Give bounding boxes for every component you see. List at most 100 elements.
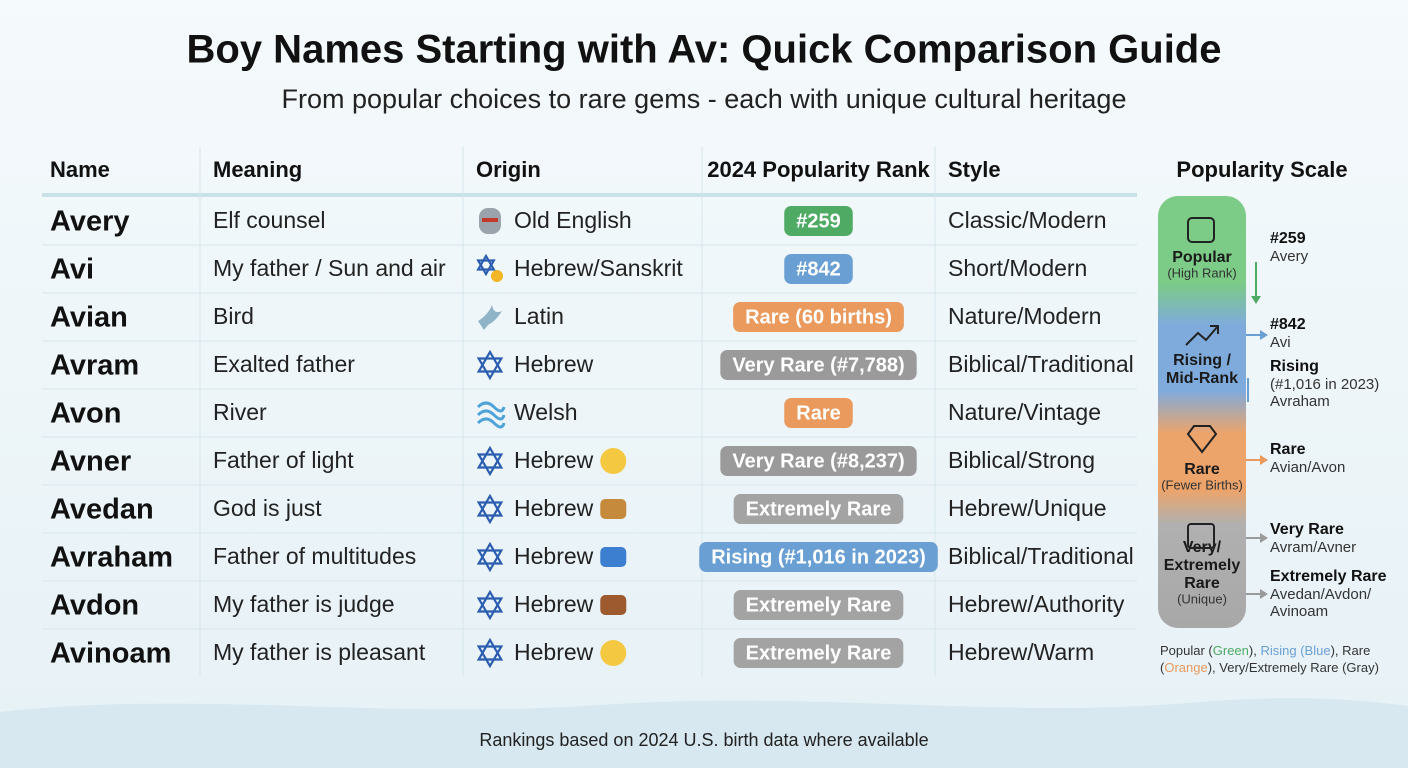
origin-icon: [476, 493, 504, 525]
style-cell: Nature/Vintage: [948, 399, 1101, 425]
rank-badge: [784, 206, 853, 236]
rank-cell: Rising (#1,016 in 2023): [711, 546, 926, 568]
scale-level-note: (High Rank): [1167, 265, 1236, 280]
rank-badge: [720, 350, 917, 380]
star-icon: [476, 445, 504, 477]
rank-cell: #259: [796, 210, 841, 232]
scale-level-label: Mid-Rank: [1166, 370, 1238, 387]
subtitle: From popular choices to rare gems - each…: [282, 84, 1127, 114]
star-icon: [476, 637, 504, 669]
annotation-detail: Avery: [1270, 248, 1309, 265]
style-cell: Hebrew/Warm: [948, 639, 1094, 665]
rank-badge: [784, 254, 853, 284]
name-cell: Avdon: [50, 590, 139, 622]
trend-icon: [1185, 325, 1219, 346]
rank-badge: [733, 494, 904, 524]
origin-cell: Hebrew: [514, 543, 594, 569]
sun-icon: [491, 270, 503, 282]
name-cell: Avian: [50, 302, 128, 334]
style-cell: Biblical/Traditional: [948, 543, 1134, 569]
annotation-detail: Avram/Avner: [1270, 539, 1356, 556]
meaning-cell: Exalted father: [213, 351, 355, 377]
column-header: Meaning: [213, 157, 302, 182]
meaning-cell: My father is pleasant: [213, 639, 426, 665]
annotation-detail: Avedan/Avdon/: [1270, 586, 1372, 603]
title: Boy Names Starting with Av: Quick Compar…: [187, 28, 1222, 72]
puzzle-icon: [1187, 523, 1215, 549]
scale-title: Popularity Scale: [1176, 157, 1347, 182]
column-header: Origin: [476, 157, 541, 182]
rank-badge: [784, 398, 853, 428]
origin-icon: [478, 305, 502, 330]
scale-level-note: (Fewer Births): [1161, 477, 1243, 492]
footer: Rankings based on 2024 U.S. birth data w…: [479, 730, 928, 750]
style-cell: Hebrew/Unique: [948, 495, 1107, 521]
origin-cell: Hebrew: [514, 639, 594, 665]
rank-badge: [720, 446, 917, 476]
meaning-cell: God is just: [213, 495, 322, 521]
scale-level-label: Rare: [1184, 461, 1220, 478]
rank-badge: [699, 542, 938, 572]
origin-icon: [476, 589, 504, 621]
origin-cell: Welsh: [514, 399, 578, 425]
scale-level-label: Rare: [1184, 575, 1220, 592]
arrow: [1260, 589, 1268, 599]
helmet-slit: [482, 218, 498, 222]
rank-cell: Extremely Rare: [746, 642, 892, 664]
origin-cell: Hebrew: [514, 591, 594, 617]
style-cell: Classic/Modern: [948, 207, 1107, 233]
annotation-heading: #842: [1270, 316, 1306, 333]
star-icon: [476, 493, 504, 525]
name-cell: Avinoam: [50, 638, 171, 670]
name-cell: Avi: [50, 254, 94, 286]
annotation-heading: #259: [1270, 230, 1306, 247]
legend-part: ),: [1249, 643, 1261, 658]
annotation-detail: Avraham: [1270, 393, 1330, 410]
star-icon: [476, 541, 504, 573]
column-header: Name: [50, 157, 110, 182]
origin-cell: Hebrew: [514, 495, 594, 521]
column-header: 2024 Popularity Rank: [707, 157, 930, 182]
name-cell: Avedan: [50, 494, 154, 526]
diamond-icon: [1186, 425, 1218, 454]
scale-level-label: Rising /: [1173, 352, 1231, 369]
name-cell: Avram: [50, 350, 139, 382]
style-cell: Nature/Modern: [948, 303, 1101, 329]
style-cell: Biblical/Traditional: [948, 351, 1134, 377]
extra-icon: [600, 547, 627, 567]
star-icon: [476, 589, 504, 621]
legend-part: ), Rare: [1331, 643, 1371, 658]
legend-part: Rising (: [1260, 643, 1305, 658]
arrow: [1260, 455, 1268, 465]
scale-bar: [1158, 196, 1246, 628]
arrow: [1260, 533, 1268, 543]
rank-cell: #842: [796, 258, 841, 280]
legend-part: Green: [1213, 643, 1249, 658]
rank-cell: Very Rare (#8,237): [732, 450, 904, 472]
rank-badge: [733, 590, 904, 620]
meaning-cell: Elf counsel: [213, 207, 326, 233]
star-icon: [476, 253, 496, 277]
meaning-cell: Father of light: [213, 447, 354, 473]
annotation-heading: Rising: [1270, 358, 1319, 375]
name-cell: Avner: [50, 446, 131, 478]
origin-icon: [476, 349, 504, 381]
annotation-heading: Rare: [1270, 441, 1306, 458]
origin-cell: Hebrew: [514, 447, 594, 473]
rank-badge: [733, 302, 904, 332]
rank-cell: Rare (60 births): [745, 306, 892, 328]
extra-icon: [600, 499, 627, 519]
extra-icon: [600, 595, 627, 615]
origin-icon: [476, 541, 504, 573]
name-cell: Avery: [50, 206, 130, 238]
column-header: Style: [948, 157, 1001, 182]
legend-part: ), Very/Extremely Rare (Gray): [1208, 660, 1379, 675]
extra-icon: [600, 640, 627, 666]
origin-icon: [479, 208, 501, 234]
legend-part: Popular (: [1160, 643, 1213, 658]
meaning-cell: River: [213, 399, 267, 425]
name-cell: Avraham: [50, 542, 173, 574]
scale-level-note: (Unique): [1177, 591, 1227, 606]
annotation-heading: Very Rare: [1270, 521, 1344, 538]
star-icon: [476, 349, 504, 381]
